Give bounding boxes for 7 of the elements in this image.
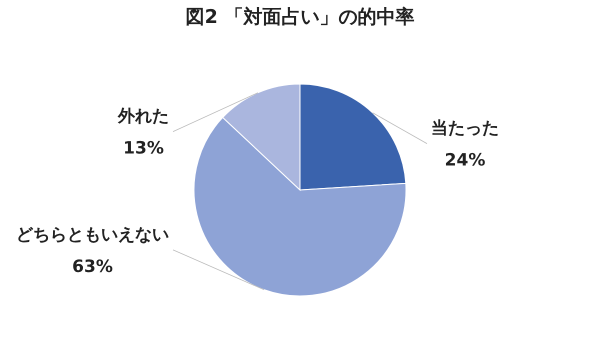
slice-label: 外れた bbox=[117, 106, 169, 127]
data-label: 63% bbox=[72, 256, 113, 277]
data-label: 13% bbox=[123, 138, 164, 159]
slice-label: 当たった bbox=[431, 118, 499, 139]
data-label: 24% bbox=[444, 150, 486, 171]
slice-label: どちらともいえない bbox=[16, 224, 169, 245]
chart-title: 図2 「対面占い」の的中率 bbox=[186, 6, 414, 28]
